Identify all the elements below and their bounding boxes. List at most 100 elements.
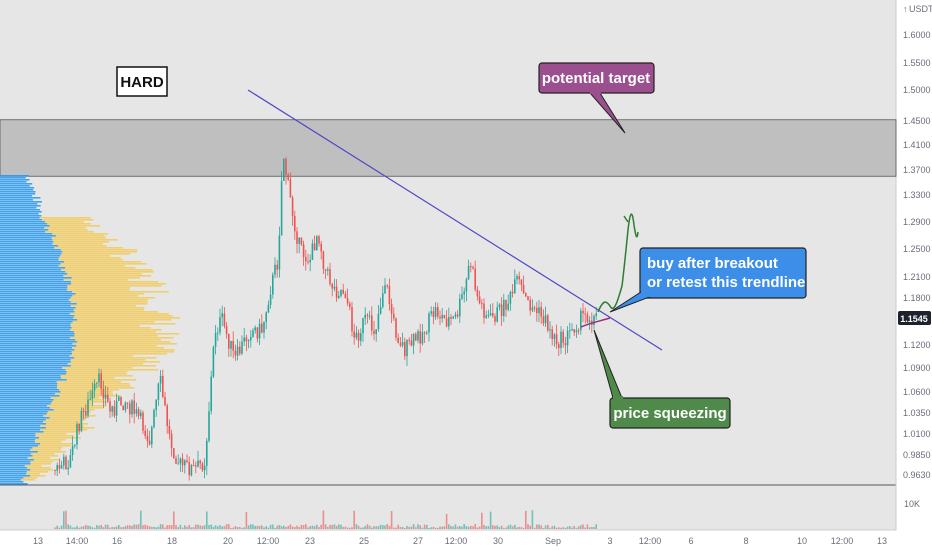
volume-profile-bar-up — [52, 243, 104, 245]
candle-body — [184, 460, 186, 466]
volume-bar — [173, 511, 175, 529]
candle-body — [549, 329, 551, 331]
volume-profile-bar-down — [0, 181, 27, 183]
volume-profile-bar-down — [0, 467, 28, 469]
volume-profile-bar-down — [0, 217, 40, 219]
annotation-potential-target[interactable]: potential target — [538, 62, 655, 134]
volume-bar — [390, 511, 393, 529]
volume-profile-bar-down — [0, 321, 73, 323]
candle-body — [443, 314, 446, 319]
volume-profile-bar-up — [63, 275, 152, 277]
volume-bar — [547, 524, 549, 529]
volume-profile-bar-down — [0, 451, 38, 453]
candle-body — [456, 314, 459, 317]
volume-profile-bar-up — [30, 449, 61, 451]
volume-bar — [538, 524, 540, 529]
volume-profile-bar-up — [35, 435, 75, 437]
volume-bar — [69, 525, 72, 529]
candle-body — [263, 321, 265, 333]
volume-profile-bar-down — [0, 447, 33, 449]
candle-body — [153, 409, 155, 428]
y-tick-label: 1.4500 — [903, 116, 931, 126]
volume-profile-bar-up — [74, 357, 157, 359]
volume-profile-bar-down — [0, 449, 31, 451]
candle-body — [250, 336, 252, 341]
candle-body — [514, 279, 516, 294]
volume-bar — [311, 525, 314, 529]
volume-profile-bar-down — [0, 415, 44, 417]
volume-profile-bar-down — [0, 395, 60, 397]
volume-bar — [140, 510, 142, 529]
annotation-buy-after-breakout[interactable]: buy after breakout or retest this trendl… — [609, 247, 807, 313]
candle-body — [430, 311, 432, 314]
volume-bar — [96, 525, 98, 529]
x-tick-label: 16 — [112, 536, 122, 546]
volume-bar — [593, 527, 595, 529]
volume-bar — [177, 527, 179, 529]
candle-body — [228, 333, 230, 349]
volume-profile-bar-down — [0, 441, 35, 443]
volume-bar — [122, 527, 124, 529]
volume-profile-bar-down — [0, 347, 73, 349]
volume-profile-bar-down — [0, 185, 30, 187]
volume-profile-bar-up — [67, 285, 162, 287]
candle-body — [393, 313, 395, 319]
annotation-price-squeezing[interactable]: price squeezing — [593, 329, 731, 429]
volume-bar — [544, 525, 547, 529]
y-tick-label: 0.9630 — [903, 470, 931, 480]
volume-bar — [489, 511, 492, 529]
volume-bar — [417, 524, 419, 529]
volume-bar — [80, 526, 83, 529]
volume-profile-bar-down — [0, 411, 48, 413]
volume-profile-bar-up — [61, 367, 133, 369]
volume-profile-bar-down — [0, 293, 76, 295]
volume-profile-bar-down — [0, 179, 30, 181]
volume-bar — [181, 527, 184, 529]
volume-bar — [243, 527, 245, 529]
volume-profile-bar-down — [0, 287, 68, 289]
candle-body — [67, 467, 69, 470]
volume-profile-bar-up — [30, 463, 51, 465]
volume-bar — [540, 525, 542, 529]
volume-profile-bar-up — [48, 229, 88, 231]
candle-body — [175, 458, 177, 464]
volume-bar — [571, 527, 573, 529]
volume-profile-bar-up — [61, 377, 115, 379]
volume-profile-bar-down — [0, 193, 36, 195]
volume-bar — [179, 524, 182, 529]
price-axis-bg — [896, 0, 932, 550]
volume-profile-bar-up — [24, 465, 42, 467]
candle-body — [538, 307, 540, 314]
descending-trendline[interactable] — [247, 89, 663, 351]
volume-profile-bar-down — [0, 261, 64, 263]
volume-profile-bar-up — [71, 291, 169, 293]
candle-body — [410, 340, 413, 346]
candle-body — [467, 265, 470, 280]
candle-body — [256, 327, 259, 339]
volume-bar — [256, 525, 259, 529]
candle-body — [509, 291, 512, 304]
candle-body — [573, 329, 575, 333]
volume-profile-bar-down — [0, 469, 31, 471]
volume-profile-bar-down — [0, 281, 72, 283]
volume-bar — [252, 524, 254, 529]
volume-bar — [331, 524, 333, 529]
volume-profile-bar-up — [30, 469, 54, 471]
volume-profile-bar-down — [0, 263, 61, 265]
volume-bar — [111, 527, 113, 529]
volume-bar — [267, 527, 270, 529]
candle-body — [507, 303, 509, 310]
candle-body — [448, 316, 450, 327]
volume-bar — [230, 527, 232, 529]
volume-profile-bar-down — [0, 239, 53, 241]
volume-bar — [67, 524, 69, 529]
candle-body — [311, 243, 314, 260]
volume-profile-bar-up — [71, 351, 175, 353]
volume-bar — [129, 525, 131, 529]
volume-profile-bar-down — [0, 333, 75, 335]
candle-body — [214, 332, 217, 348]
candle-body — [586, 314, 589, 323]
volume-bar — [327, 526, 329, 529]
candle-body — [131, 400, 133, 415]
volume-bar — [258, 525, 261, 529]
